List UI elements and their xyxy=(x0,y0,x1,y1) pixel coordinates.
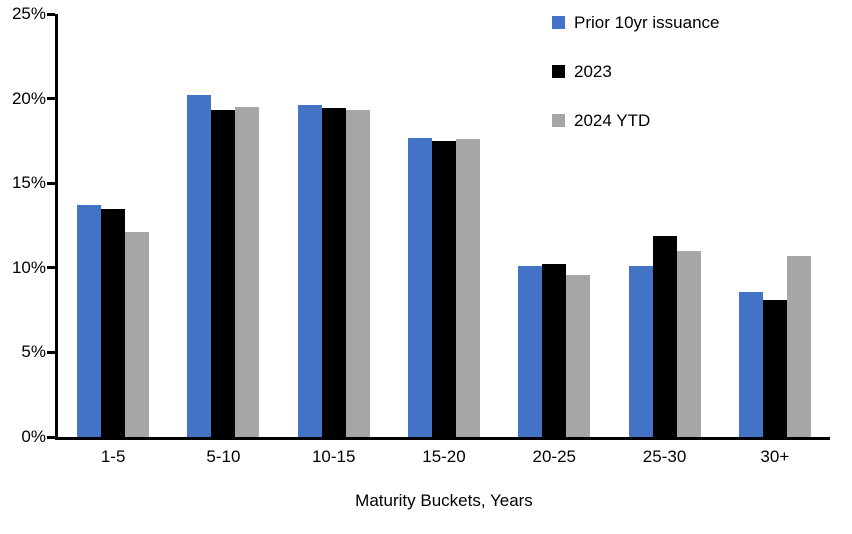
y-tick-label-0: 0% xyxy=(21,427,46,446)
x-label-20-25: 20-25 xyxy=(532,447,576,466)
y-tick-label-15: 15% xyxy=(11,173,46,192)
y-tick-label-20: 20% xyxy=(11,89,46,108)
bar-group-25-30 xyxy=(609,14,719,437)
bar-prior-10yr-issuance-1-5 xyxy=(77,205,102,437)
x-label-1-5: 1-5 xyxy=(100,447,126,466)
bar-2023-5-10 xyxy=(211,110,236,437)
bar-prior-10yr-issuance-20-25 xyxy=(518,266,543,437)
bar-2024-ytd-25-30 xyxy=(676,250,701,437)
x-axis-title: Maturity Buckets, Years xyxy=(355,491,533,510)
legend-label: 2024 YTD xyxy=(574,110,651,130)
bar-group-30+ xyxy=(720,14,830,437)
bar-prior-10yr-issuance-10-15 xyxy=(297,105,322,437)
bar-prior-10yr-issuance-5-10 xyxy=(187,95,212,437)
x-label-25-30: 25-30 xyxy=(642,447,687,466)
bar-2023-30+ xyxy=(762,299,787,437)
bar-prior-10yr-issuance-15-20 xyxy=(407,137,432,437)
y-tick-mark-0 xyxy=(47,436,55,439)
y-tick-label-25: 25% xyxy=(11,4,46,23)
x-axis-labels: 1-5 5-10 10-15 15-20 20-25 25-30 30+ xyxy=(58,447,830,467)
bar-2024-ytd-5-10 xyxy=(235,107,260,437)
y-tick-mark-10 xyxy=(47,266,55,269)
bar-2023-15-20 xyxy=(431,140,456,437)
bar-2023-20-25 xyxy=(542,264,567,437)
legend-swatch-icon xyxy=(552,114,565,127)
legend-swatch-icon xyxy=(552,65,565,78)
bar-prior-10yr-issuance-30+ xyxy=(738,291,763,437)
bar-2024-ytd-15-20 xyxy=(455,139,480,437)
y-tick-label-10: 10% xyxy=(11,258,46,277)
bar-2024-ytd-1-5 xyxy=(125,232,150,437)
bar-2023-25-30 xyxy=(652,235,677,437)
y-tick-mark-15 xyxy=(47,182,55,185)
legend-label: 2023 xyxy=(574,61,612,81)
legend-item-2024-ytd: 2024 YTD xyxy=(552,110,720,131)
legend: Prior 10yr issuance 2023 2024 YTD xyxy=(552,12,720,159)
bar-group-5-10 xyxy=(168,14,278,437)
x-label-15-20: 15-20 xyxy=(422,447,466,466)
x-axis-line xyxy=(55,437,830,440)
x-label-10-15: 10-15 xyxy=(311,447,356,466)
bar-group-15-20 xyxy=(389,14,499,437)
bar-2024-ytd-20-25 xyxy=(566,274,591,437)
y-tick-mark-5 xyxy=(47,351,55,354)
bar-2024-ytd-30+ xyxy=(786,255,811,437)
bar-2023-1-5 xyxy=(101,208,126,437)
bar-prior-10yr-issuance-25-30 xyxy=(628,266,653,437)
x-label-30+: 30+ xyxy=(760,447,790,466)
y-axis-line xyxy=(55,14,58,440)
y-tick-mark-25 xyxy=(47,13,55,16)
legend-swatch-icon xyxy=(552,16,565,29)
legend-item-prior-10yr-issuance: Prior 10yr issuance xyxy=(552,12,720,33)
x-label-5-10: 5-10 xyxy=(206,447,241,466)
bar-group-10-15 xyxy=(279,14,389,437)
bar-group-1-5 xyxy=(58,14,168,437)
legend-label: Prior 10yr issuance xyxy=(574,12,720,32)
y-tick-mark-20 xyxy=(47,97,55,100)
plot-area xyxy=(58,14,830,437)
legend-item-2023: 2023 xyxy=(552,61,720,82)
bar-2023-10-15 xyxy=(321,107,346,437)
bar-group-20-25 xyxy=(499,14,609,437)
bar-2024-ytd-10-15 xyxy=(345,109,370,437)
y-tick-label-5: 5% xyxy=(21,342,46,361)
